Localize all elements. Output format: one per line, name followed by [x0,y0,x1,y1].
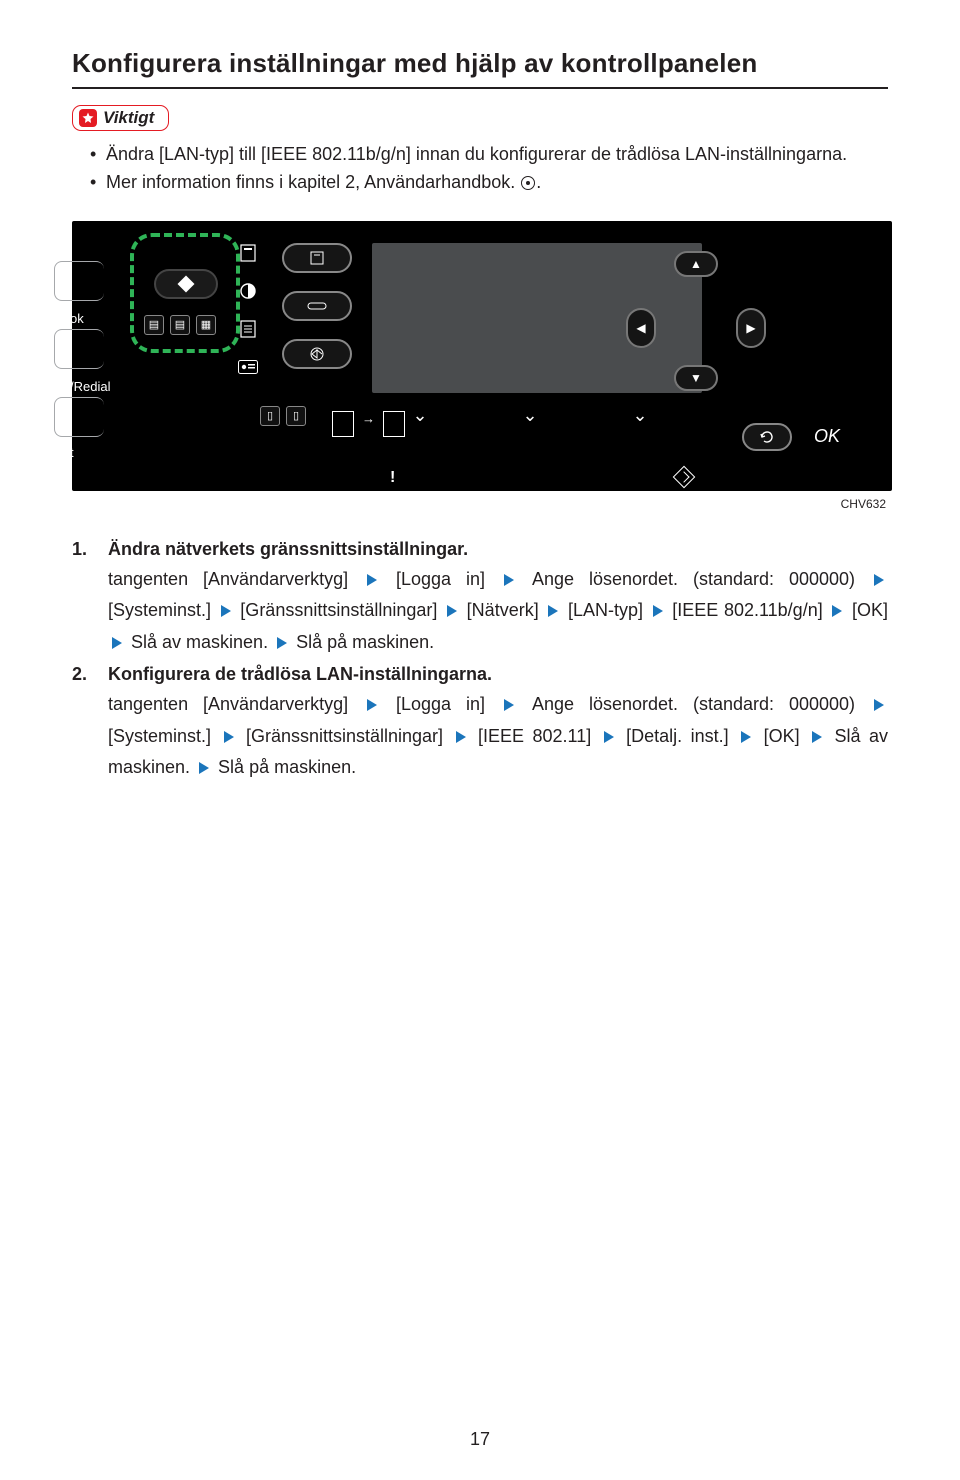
dpad: ▲ ▼ ◀ ▶ [626,251,766,391]
dpad-down-button[interactable]: ▼ [674,365,718,391]
step-number: 2. [72,664,94,784]
side-labels: ok /Redial t [72,221,124,491]
bullet-text: Mer information finns i kapitel 2, Använ… [106,172,515,192]
page-icon [236,241,260,265]
mode-indicator-icon: ▦ [196,315,216,335]
indicator-icon: ▯ [260,406,280,426]
contrast-icon [236,279,260,303]
figure-caption: CHV632 [72,497,892,511]
doc-icon [236,317,260,341]
mode-indicator-icon: ▤ [170,315,190,335]
badge-box: Viktigt [72,105,169,131]
softkey-button[interactable]: ⌄ [500,405,560,427]
side-label: /Redial [70,379,110,394]
oval-button[interactable] [282,339,352,369]
oval-button[interactable] [282,291,352,321]
icon-column [236,241,260,379]
side-label: ok [70,311,84,326]
step-title: Konfigurera de trådlösa LAN-inställninga… [108,664,888,685]
mode-indicator-icon: ▤ [144,315,164,335]
paper-icon [383,411,405,437]
ok-row: OK [742,423,840,451]
oval-button-stack [282,243,352,369]
corner-outline [54,329,104,369]
badge-label: Viktigt [103,108,154,128]
important-badge: Viktigt [72,105,888,131]
title-rule [72,87,888,89]
ok-label: OK [814,426,840,447]
page-title: Konfigurera inställningar med hjälp av k… [72,48,888,79]
step-number: 1. [72,539,94,659]
dpad-up-button[interactable]: ▲ [674,251,718,277]
step-body: Konfigurera de trådlösa LAN-inställninga… [108,664,888,784]
cd-icon [521,176,535,190]
id-icon [236,355,260,379]
corner-outline [54,397,104,437]
user-tools-button[interactable] [154,269,218,299]
paper-icons: → [332,411,405,437]
indicator-row: ▯ ▯ [260,406,306,426]
step: 1. Ändra nätverkets gränssnittsinställni… [72,539,888,659]
list-item: Mer information finns i kapitel 2, Använ… [90,169,888,197]
star-icon [79,109,97,127]
highlighted-button-group: ▤ ▤ ▦ [130,233,240,353]
steps: 1. Ändra nätverkets gränssnittsinställni… [72,539,888,784]
arrow-right-icon: → [362,411,375,437]
page-number: 17 [0,1429,960,1450]
alert-icon: ! [390,469,395,487]
page: Konfigurera inställningar med hjälp av k… [0,0,960,1480]
nav-diamond-icon [673,465,696,488]
paper-icon [332,411,354,437]
indicator-icon: ▯ [286,406,306,426]
side-label: t [70,445,74,460]
step: 2. Konfigurera de trådlösa LAN-inställni… [72,664,888,784]
dpad-left-button[interactable]: ◀ [626,308,656,348]
step-text: tangenten [Användarverktyg] [Logga in] A… [108,689,888,784]
control-panel-figure: ok /Redial t ▤ ▤ ▦ [72,221,888,511]
bullet-text: Ändra [LAN-typ] till [IEEE 802.11b/g/n] … [106,144,847,164]
dpad-right-button[interactable]: ▶ [736,308,766,348]
step-body: Ändra nätverkets gränssnittsinställninga… [108,539,888,659]
corner-outline [54,261,104,301]
softkey-row: ⌄ ⌄ ⌄ [390,405,670,427]
step-text: tangenten [Användarverktyg] [Logga in] A… [108,564,888,659]
escape-button[interactable] [742,423,792,451]
oval-button[interactable] [282,243,352,273]
step-title: Ändra nätverkets gränssnittsinställninga… [108,539,888,560]
softkey-button[interactable]: ⌄ [610,405,670,427]
diamond-icon [178,275,195,292]
list-item: Ändra [LAN-typ] till [IEEE 802.11b/g/n] … [90,141,888,169]
bullet-list: Ändra [LAN-typ] till [IEEE 802.11b/g/n] … [90,141,888,197]
control-panel: ok /Redial t ▤ ▤ ▦ [72,221,892,491]
